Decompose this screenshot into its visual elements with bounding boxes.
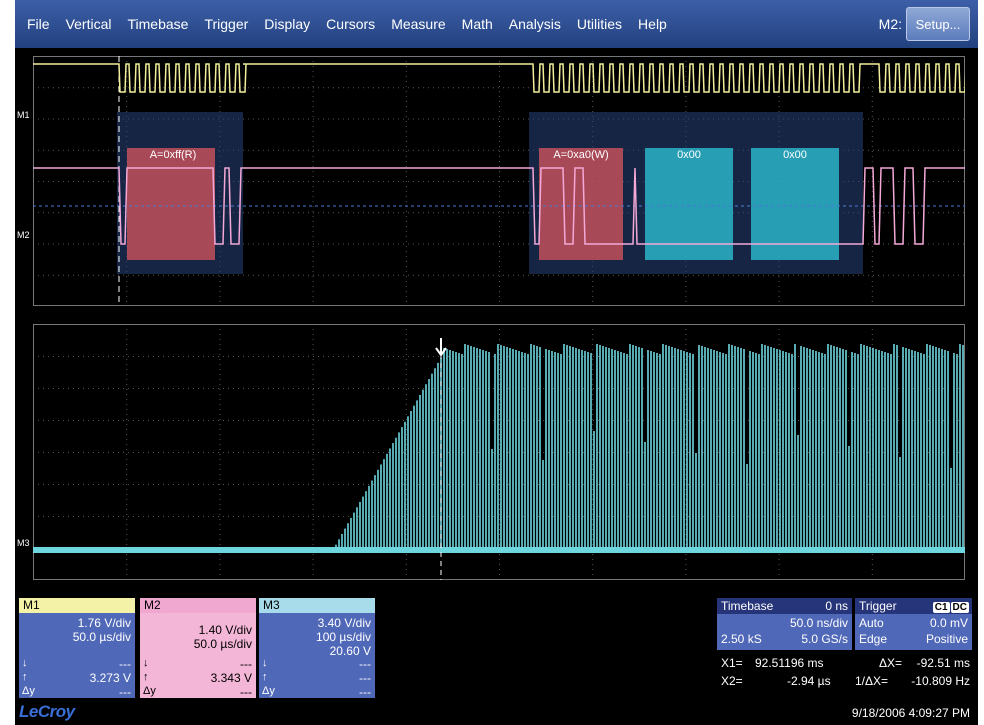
- decode-address-write[interactable]: [539, 148, 623, 260]
- decode-address-read[interactable]: [127, 148, 215, 260]
- m3-offset: 20.60 V: [329, 644, 371, 658]
- m3-cursor1-icon: ↓: [262, 657, 268, 669]
- bottom-waveform-canvas: [33, 324, 965, 580]
- menu-timebase[interactable]: Timebase: [127, 16, 189, 32]
- m2-delta-icon: Δy: [143, 685, 156, 697]
- decode-data-byte-1[interactable]: [645, 148, 733, 260]
- m1-trace-marker[interactable]: M1: [17, 110, 30, 120]
- menu-trigger[interactable]: Trigger: [204, 16, 249, 32]
- m1-cursor1-icon: ↓: [22, 657, 28, 669]
- menu-utilities[interactable]: Utilities: [576, 16, 623, 32]
- m1-channel-name: M1: [19, 598, 135, 613]
- decode-label-data-2: 0x00: [783, 149, 807, 161]
- menu-bar: File Vertical Timebase Trigger Display C…: [15, 0, 978, 48]
- cursor-dx-value: -92.51 ms: [916, 656, 970, 670]
- menu-vertical[interactable]: Vertical: [65, 16, 112, 32]
- m1-delta-icon: Δy: [22, 685, 35, 697]
- top-waveform-grid[interactable]: A=0xff(R) A=0xa0(W) 0x00 0x00 M1 M2: [17, 56, 965, 306]
- cursor-arrow-icon: [435, 338, 447, 357]
- menu-file[interactable]: File: [27, 16, 50, 32]
- lecroy-logo: LeCroy: [19, 702, 75, 721]
- m3-cursor1-value: ---: [359, 657, 371, 671]
- cursor-x1-value: 92.51196 ms: [755, 656, 824, 670]
- m2-trace-marker[interactable]: M2: [17, 230, 30, 240]
- m3-cursor2-value: ---: [359, 671, 371, 685]
- trigger-source: C1 DC: [932, 599, 969, 613]
- m1-tdiv: 50.0 µs/div: [72, 630, 131, 644]
- m3-trace-marker[interactable]: M3: [17, 538, 30, 548]
- m3-delta-value: ---: [359, 685, 371, 699]
- m3-channel-box[interactable]: M3 3.40 V/div 100 µs/div 20.60 V ↓ --- ↑…: [259, 598, 375, 699]
- date-time: 9/18/2006 4:09:27 PM: [851, 706, 970, 720]
- menu-measure[interactable]: Measure: [391, 16, 446, 32]
- oscilloscope-screen: File Vertical Timebase Trigger Display C…: [15, 0, 978, 725]
- setup-button[interactable]: Setup...: [906, 7, 970, 41]
- m2-vdiv: 1.40 V/div: [198, 623, 252, 637]
- cursor-x2-label: X2=: [721, 674, 743, 688]
- cursor-x1-label: X1=: [721, 656, 743, 670]
- timebase-title: Timebase: [717, 598, 852, 614]
- m1-cursor2-value: 3.273 V: [89, 671, 131, 685]
- m3-delta-icon: Δy: [262, 685, 275, 697]
- decode-label-read: A=0xff(R): [150, 149, 197, 161]
- m1-cursor1-value: ---: [119, 657, 131, 671]
- menu-analysis[interactable]: Analysis: [508, 16, 561, 32]
- menu-cursors[interactable]: Cursors: [326, 16, 376, 32]
- m3-waveform: [33, 344, 965, 553]
- m1-channel-box[interactable]: M1 1.76 V/div 50.0 µs/div ↓ --- ↑ 3.273 …: [19, 598, 135, 699]
- m2-cursor2-icon: ↑: [143, 671, 149, 683]
- cursor-dx-label: ΔX=: [879, 656, 903, 670]
- trigger-channel-badge: C1: [932, 602, 950, 613]
- trigger-type: Edge: [859, 632, 888, 646]
- m1-waveform: [33, 63, 965, 93]
- m2-cursor2-value: 3.343 V: [210, 671, 252, 685]
- m3-channel-name: M3: [259, 598, 375, 613]
- timebase-delay: 0 ns: [825, 599, 848, 613]
- cursor-x2-value: -2.94 µs: [787, 674, 831, 688]
- m2-channel-name: M2: [140, 598, 256, 613]
- trigger-slope: Positive: [925, 632, 968, 646]
- decode-label-data-1: 0x00: [677, 149, 701, 161]
- timebase-samples: 2.50 kS: [721, 632, 762, 646]
- m1-delta-value: ---: [119, 685, 131, 699]
- decode-label-write: A=0xa0(W): [553, 149, 608, 161]
- m2-channel-box[interactable]: M2 1.40 V/div 50.0 µs/div ↓ --- ↑ 3.343 …: [140, 598, 256, 699]
- trigger-mode: Auto: [859, 616, 884, 630]
- trigger-coupling-badge: DC: [950, 602, 969, 613]
- menu-math[interactable]: Math: [461, 16, 493, 32]
- m2-cursor1-value: ---: [240, 657, 252, 671]
- menu-help[interactable]: Help: [638, 16, 667, 32]
- m1-cursor2-icon: ↑: [22, 671, 28, 683]
- decode-data-byte-2[interactable]: [751, 148, 839, 260]
- m2-tdiv: 50.0 µs/div: [193, 637, 252, 651]
- m2-cursor1-icon: ↓: [143, 657, 149, 669]
- cursor-inverse-value: -10.809 Hz: [911, 674, 970, 688]
- timebase-box[interactable]: Timebase 0 ns 50.0 ns/div 2.50 kS 5.0 GS…: [717, 598, 852, 650]
- m3-cursor2-icon: ↑: [262, 671, 268, 683]
- trigger-box[interactable]: Trigger C1 DC Auto 0.0 mV Edge Positive: [855, 598, 972, 650]
- timebase-tdiv: 50.0 ns/div: [789, 616, 848, 630]
- m3-tdiv: 100 µs/div: [316, 630, 371, 644]
- menu-display[interactable]: Display: [264, 16, 311, 32]
- m1-vdiv: 1.76 V/div: [77, 616, 131, 630]
- m2-waveform: [33, 167, 965, 245]
- timebase-sample-rate: 5.0 GS/s: [801, 632, 848, 646]
- active-channel-label: M2:: [878, 16, 902, 32]
- m3-vdiv: 3.40 V/div: [317, 616, 371, 630]
- top-waveform-canvas: A=0xff(R) A=0xa0(W) 0x00 0x00: [33, 56, 965, 306]
- m2-delta-value: ---: [240, 685, 252, 699]
- bottom-waveform-grid[interactable]: M3: [17, 324, 965, 580]
- cursor-inverse-label: 1/ΔX=: [855, 674, 889, 688]
- trigger-level: 0.0 mV: [929, 616, 968, 630]
